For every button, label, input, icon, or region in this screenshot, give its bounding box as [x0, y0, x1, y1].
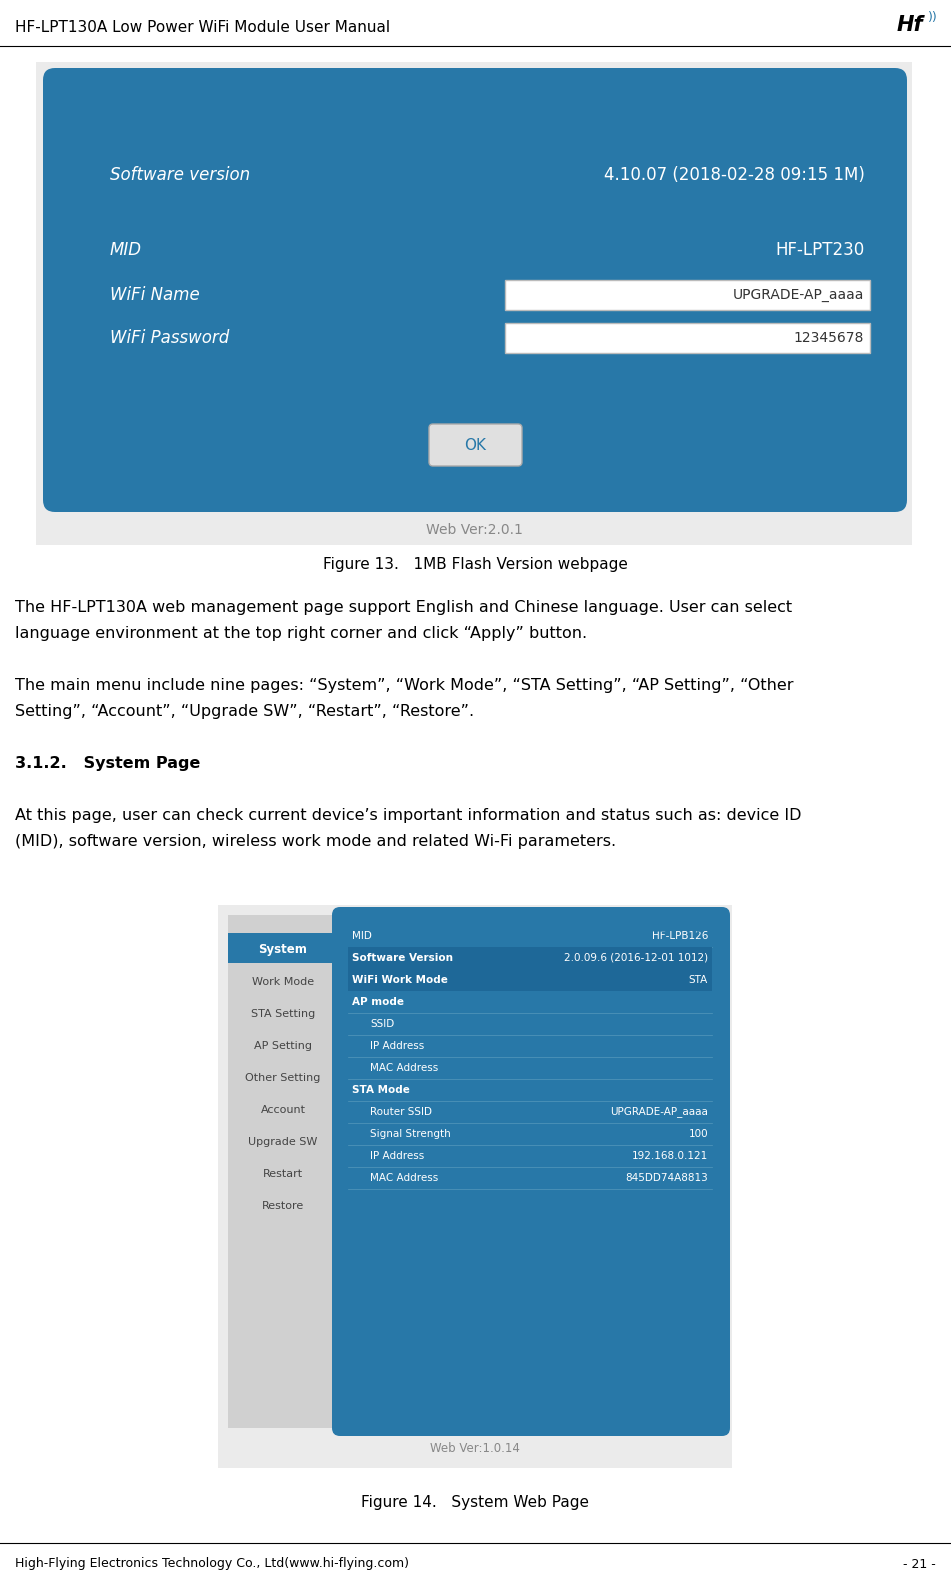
Text: IP Address: IP Address — [370, 1041, 424, 1051]
Text: language environment at the top right corner and click “Apply” button.: language environment at the top right co… — [15, 626, 587, 640]
FancyBboxPatch shape — [43, 68, 907, 512]
Text: MAC Address: MAC Address — [370, 1173, 438, 1182]
Text: 4.10.07 (2018-02-28 09:15 1M): 4.10.07 (2018-02-28 09:15 1M) — [604, 166, 865, 184]
Text: Restart: Restart — [262, 1170, 303, 1179]
Text: MID: MID — [352, 930, 372, 941]
Text: SSID: SSID — [370, 1019, 395, 1029]
Text: 845DD74A8813: 845DD74A8813 — [625, 1173, 708, 1182]
Bar — [505, 281, 870, 311]
Text: Figure 13.   1MB Flash Version webpage: Figure 13. 1MB Flash Version webpage — [322, 558, 628, 572]
Text: System: System — [259, 943, 307, 956]
Text: WiFi Work Mode: WiFi Work Mode — [352, 975, 448, 984]
FancyBboxPatch shape — [429, 425, 522, 466]
Text: At this page, user can check current device’s important information and status s: At this page, user can check current dev… — [15, 808, 802, 823]
Text: Software Version: Software Version — [352, 953, 453, 964]
Text: Router SSID: Router SSID — [370, 1106, 432, 1117]
Text: 2.0.09.6 (2016-12-01 1012): 2.0.09.6 (2016-12-01 1012) — [564, 953, 708, 964]
Text: HF-LPB126: HF-LPB126 — [651, 930, 708, 941]
Bar — [218, 905, 732, 1468]
Text: UPGRADE-AP_aaaa: UPGRADE-AP_aaaa — [611, 1106, 708, 1117]
Text: Web Ver:1.0.14: Web Ver:1.0.14 — [430, 1441, 520, 1455]
Text: MAC Address: MAC Address — [370, 1064, 438, 1073]
Bar — [36, 62, 912, 545]
Text: Signal Strength: Signal Strength — [370, 1129, 451, 1140]
Bar — [505, 323, 870, 353]
Text: HF-LPT130A Low Power WiFi Module User Manual: HF-LPT130A Low Power WiFi Module User Ma… — [15, 21, 390, 35]
Text: UPGRADE-AP_aaaa: UPGRADE-AP_aaaa — [732, 288, 864, 303]
Text: Figure 14.   System Web Page: Figure 14. System Web Page — [361, 1496, 589, 1511]
Text: 12345678: 12345678 — [794, 331, 864, 346]
Bar — [348, 946, 712, 968]
Text: 100: 100 — [689, 1129, 708, 1140]
Bar — [228, 934, 338, 964]
Text: High-Flying Electronics Technology Co., Ltd(www.hi-flying.com): High-Flying Electronics Technology Co., … — [15, 1558, 409, 1571]
Text: Software version: Software version — [110, 166, 250, 184]
Text: Setting”, “Account”, “Upgrade SW”, “Restart”, “Restore”.: Setting”, “Account”, “Upgrade SW”, “Rest… — [15, 704, 475, 720]
FancyBboxPatch shape — [332, 907, 730, 1436]
Text: STA Mode: STA Mode — [352, 1086, 410, 1095]
Text: AP Setting: AP Setting — [254, 1041, 312, 1051]
Text: HF-LPT230: HF-LPT230 — [776, 241, 865, 258]
Text: Work Mode: Work Mode — [252, 976, 314, 987]
Bar — [228, 915, 338, 1428]
Text: )): )) — [928, 11, 938, 24]
Text: OK: OK — [464, 437, 486, 452]
Text: STA Setting: STA Setting — [251, 1010, 315, 1019]
Text: WiFi Password: WiFi Password — [110, 330, 229, 347]
Text: - 21 -: - 21 - — [903, 1558, 936, 1571]
Text: 中文  |  English: 中文 | English — [653, 922, 720, 932]
Text: The main menu include nine pages: “System”, “Work Mode”, “STA Setting”, “AP Sett: The main menu include nine pages: “Syste… — [15, 678, 793, 693]
Text: Account: Account — [261, 1105, 305, 1114]
Text: Hf: Hf — [897, 14, 923, 35]
Text: Web Ver:2.0.1: Web Ver:2.0.1 — [425, 523, 522, 537]
Text: 192.168.0.121: 192.168.0.121 — [631, 1151, 708, 1160]
Text: IP Address: IP Address — [370, 1151, 424, 1160]
Text: WiFi Name: WiFi Name — [110, 285, 200, 304]
Text: Upgrade SW: Upgrade SW — [248, 1136, 318, 1148]
Text: MID: MID — [110, 241, 142, 258]
Text: (MID), software version, wireless work mode and related Wi-Fi parameters.: (MID), software version, wireless work m… — [15, 834, 616, 850]
Text: STA: STA — [689, 975, 708, 984]
Bar — [348, 968, 712, 991]
Text: 3.1.2.   System Page: 3.1.2. System Page — [15, 756, 201, 770]
Text: The HF-LPT130A web management page support English and Chinese language. User ca: The HF-LPT130A web management page suppo… — [15, 601, 792, 615]
Text: Other Setting: Other Setting — [245, 1073, 320, 1083]
Text: AP mode: AP mode — [352, 997, 404, 1006]
Text: Restore: Restore — [262, 1201, 304, 1211]
